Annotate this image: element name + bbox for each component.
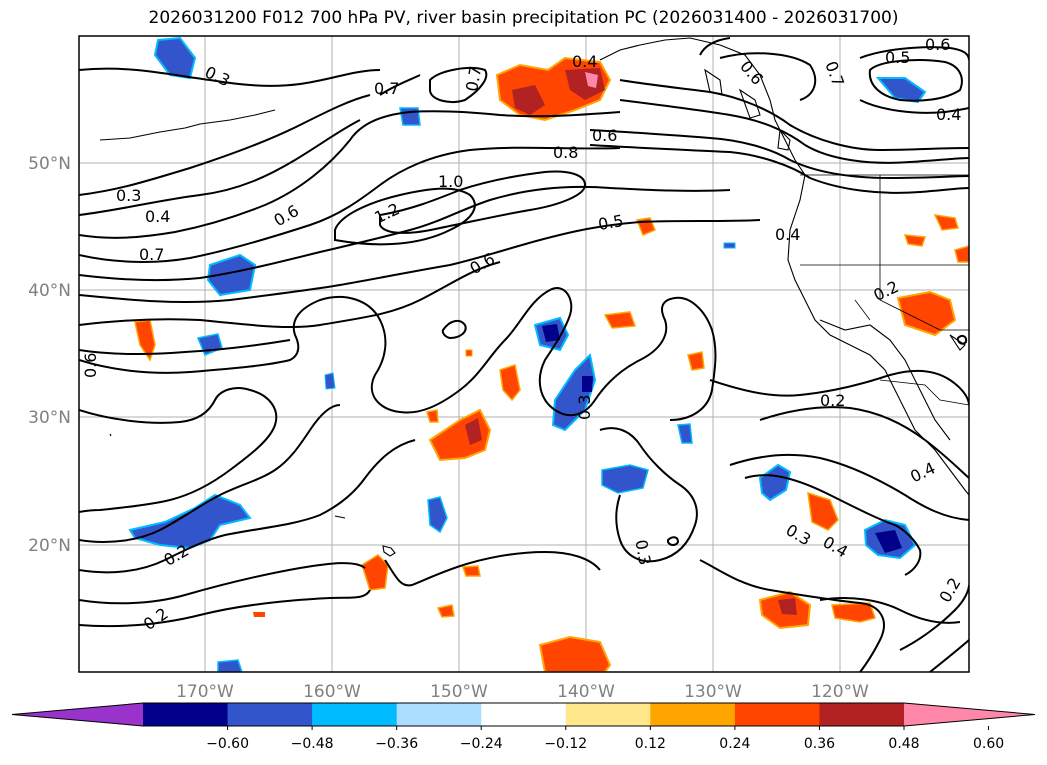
- pv-contour-label: 0.7: [374, 79, 399, 98]
- latitude-labels: 50°N 40°N 30°N 20°N: [28, 154, 71, 556]
- colorbar-tick-label: 0.12: [635, 736, 666, 752]
- pv-contour-label: 0.5: [597, 211, 625, 234]
- pv-contour-label: 0.4: [572, 52, 597, 71]
- colorbar-tick-label: 0.48: [888, 736, 919, 752]
- colorbar-segment: [396, 703, 482, 726]
- colorbar-segment: [650, 703, 736, 726]
- precip-positive-regions: [134, 56, 969, 672]
- colorbar-segment: [481, 703, 567, 726]
- colorbar-outline: [11, 702, 1036, 727]
- pv-contour-label: 0.3: [116, 186, 141, 205]
- lon-label: 170°W: [176, 682, 234, 702]
- lon-label: 150°W: [430, 682, 488, 702]
- map-area: [79, 36, 969, 672]
- pv-contour-label: 0.6: [81, 353, 100, 378]
- lat-label: 20°N: [28, 536, 71, 556]
- pv-contour-label: 0.5: [885, 48, 910, 67]
- pv-contour-label: 0.3: [631, 538, 654, 566]
- colorbar-segment: [143, 703, 229, 726]
- colorbar-tick-label: 0.36: [804, 736, 835, 752]
- pv-contour-label: 0.4: [145, 207, 170, 226]
- lon-label: 130°W: [684, 682, 742, 702]
- pv-contour-label: 0.6: [592, 126, 617, 145]
- colorbar-tick-label: −0.12: [544, 736, 587, 752]
- pv-contour-label: 0.7: [139, 245, 164, 264]
- colorbar-segment: [227, 703, 313, 726]
- colorbar-tick-label: −0.48: [291, 736, 334, 752]
- lon-label: 140°W: [557, 682, 615, 702]
- pv-contours: [79, 37, 969, 672]
- colorbar-tick-label: −0.60: [206, 736, 249, 752]
- pv-contour-label: 1.0: [438, 172, 463, 191]
- colorbar-extend-min: [12, 703, 143, 726]
- map-title: 2026031200 F012 700 hPa PV, river basin …: [148, 8, 899, 28]
- lat-label: 50°N: [28, 154, 71, 174]
- colorbar-segment: [734, 703, 820, 726]
- lat-label: 40°N: [28, 281, 71, 301]
- lon-label: 160°W: [303, 682, 361, 702]
- colorbar-tick-label: 0.60: [973, 736, 1004, 752]
- lon-label: 120°W: [811, 682, 869, 702]
- colorbar-tick-label: −0.24: [460, 736, 503, 752]
- pv-contour-label: 0.6: [925, 35, 950, 54]
- longitude-labels: 170°W 160°W 150°W 140°W 130°W 120°W: [176, 682, 869, 702]
- lat-label: 30°N: [28, 408, 71, 428]
- colorbar-extend-max: [904, 703, 1035, 726]
- pv-contour-label: 0.8: [553, 143, 578, 162]
- pv-contour-label: 0.3: [575, 395, 594, 420]
- pv-contour-label: 0.4: [936, 105, 961, 124]
- pv-contour-label: 0.7: [462, 65, 485, 93]
- colorbar-segment: [312, 703, 398, 726]
- colorbar-segment: [819, 703, 905, 726]
- pv-contour-label: 0.2: [820, 391, 845, 410]
- colorbar-tick-label: −0.36: [375, 736, 418, 752]
- colorbar-tick-label: 0.24: [719, 736, 750, 752]
- colorbar-segment: [565, 703, 651, 726]
- colorbar: −0.60 −0.48 −0.36 −0.24 −0.12 0.12 0.24 0.36 0.4…: [11, 702, 1036, 752]
- map-frame: [78, 35, 970, 673]
- boundaries: [800, 174, 969, 406]
- pv-contour-label: 0.4: [775, 225, 800, 244]
